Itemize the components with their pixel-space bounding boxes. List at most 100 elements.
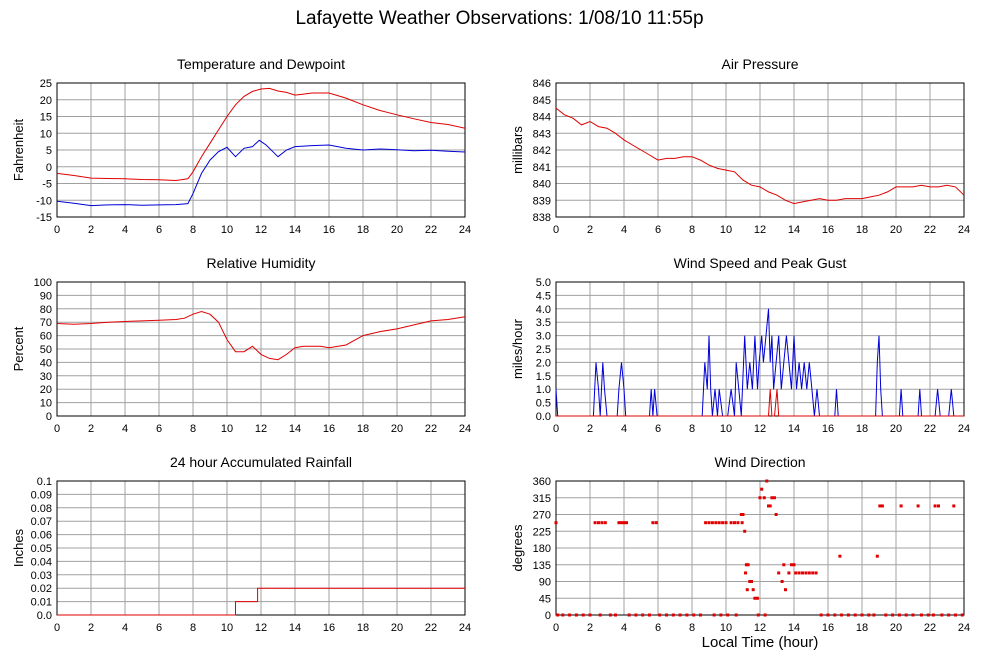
scatter-point — [891, 613, 895, 617]
scatter-point — [651, 521, 655, 525]
y-tick-label: 844 — [533, 112, 551, 124]
scatter-point — [648, 613, 651, 617]
x-tick-label: 18 — [357, 622, 369, 634]
x-tick-label: 12 — [754, 423, 766, 435]
x-tick-label: 12 — [255, 622, 267, 634]
scatter-point — [574, 613, 578, 617]
scatter-point — [884, 613, 888, 617]
scatter-point — [911, 613, 915, 617]
scatter-point — [826, 613, 830, 617]
plot-frame — [56, 281, 466, 417]
x-tick-label: 8 — [190, 622, 196, 634]
scatter-point — [904, 613, 908, 617]
plot-frame — [56, 82, 466, 218]
scatter-point — [926, 613, 930, 617]
scatter-point — [789, 563, 793, 567]
scatter-point — [726, 613, 730, 617]
scatter-point — [556, 613, 560, 617]
x-tick-label: 14 — [788, 423, 800, 435]
scatter-point — [804, 571, 808, 575]
x-tick-label: 14 — [289, 622, 301, 634]
y-tick-label: 840 — [533, 179, 551, 191]
scatter-point — [600, 521, 604, 525]
y-tick-label: 10 — [40, 128, 52, 140]
x-tick-label: 10 — [221, 622, 233, 634]
scatter-point — [734, 613, 738, 617]
y-tick-label: 0.05 — [31, 543, 52, 555]
x-tick-label: 12 — [255, 423, 267, 435]
scatter-point — [554, 521, 558, 525]
y-tick-label: 50 — [40, 344, 52, 356]
scatter-point — [920, 613, 923, 617]
x-tick-label: 0 — [54, 423, 60, 435]
y-tick-label: 40 — [40, 357, 52, 369]
y-tick-label: 0.09 — [31, 489, 52, 501]
scatter-point — [608, 613, 612, 617]
scatter-point — [762, 496, 766, 500]
scatter-point — [811, 571, 815, 575]
y-tick-label: 0.07 — [31, 516, 52, 528]
scatter-point — [746, 563, 750, 567]
x-tick-label: 22 — [425, 224, 437, 236]
x-tick-label: 10 — [720, 622, 732, 634]
scatter-point — [721, 521, 725, 525]
scatter-point — [880, 504, 884, 508]
x-tick-label: 22 — [924, 423, 936, 435]
plot-frame — [56, 480, 466, 616]
scatter-point — [699, 613, 702, 617]
x-tick-label: 10 — [720, 423, 732, 435]
chart-title: Temperature and Dewpoint — [177, 56, 345, 72]
scatter-point — [872, 613, 876, 617]
x-tick-label: 20 — [391, 622, 403, 634]
scatter-point — [625, 521, 629, 525]
scatter-point — [807, 571, 811, 575]
y-tick-label: 1.5 — [536, 371, 551, 383]
scatter-point — [838, 554, 842, 558]
x-tick-label: 16 — [323, 622, 335, 634]
x-tick-label: 24 — [958, 423, 970, 435]
scatter-point — [619, 521, 623, 525]
x-tick-label: 4 — [122, 423, 128, 435]
x-tick-label: 14 — [289, 224, 301, 236]
y-axis-label: miles/hour — [510, 318, 525, 379]
x-tick-label: 16 — [323, 423, 335, 435]
scatter-point — [724, 521, 728, 525]
scatter-point — [916, 504, 920, 508]
scatter-point — [763, 613, 767, 617]
scatter-point — [654, 521, 658, 525]
y-tick-label: 0.08 — [31, 503, 52, 515]
y-tick-label: 4.0 — [536, 304, 551, 316]
scatter-point — [603, 521, 607, 525]
scatter-point — [780, 580, 784, 583]
y-tick-label: 0.1 — [37, 476, 52, 488]
scatter-point — [588, 613, 592, 617]
scatter-point — [770, 496, 774, 500]
scatter-point — [794, 571, 798, 575]
x-tick-label: 2 — [88, 622, 94, 634]
x-tick-label: 0 — [553, 622, 559, 634]
y-tick-label: 0.06 — [31, 530, 52, 542]
x-tick-label: 24 — [459, 423, 471, 435]
scatter-point — [744, 563, 748, 567]
y-tick-label: 842 — [533, 145, 551, 157]
scatter-point — [622, 521, 626, 525]
y-tick-label: 60 — [40, 331, 52, 343]
scatter-point — [741, 513, 745, 516]
series-line-red — [56, 87, 466, 182]
x-tick-label: 18 — [856, 622, 868, 634]
x-tick-label: 8 — [689, 622, 695, 634]
y-tick-label: 0.5 — [536, 398, 551, 410]
scatter-point — [743, 529, 747, 533]
x-tick-label: 16 — [323, 224, 335, 236]
scatter-point — [772, 496, 776, 500]
x-tick-label: 14 — [289, 423, 301, 435]
x-tick-label: 20 — [890, 224, 902, 236]
series-line-blue — [56, 139, 466, 207]
scatter-point — [617, 521, 621, 525]
scatter-point — [767, 504, 770, 508]
